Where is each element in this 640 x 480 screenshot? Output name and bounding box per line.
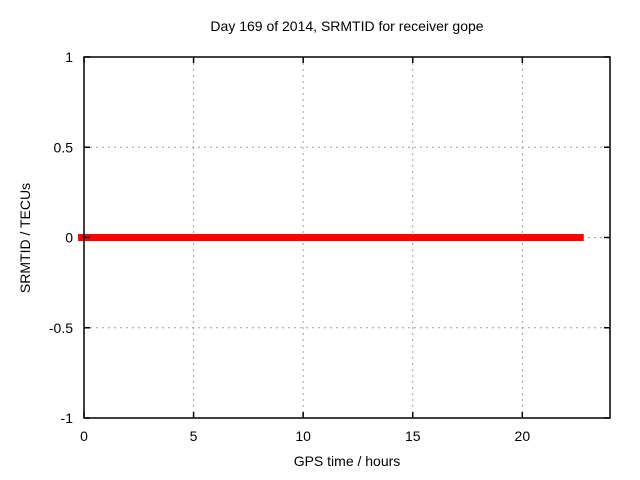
tick-marks	[83, 56, 610, 419]
y-tick-label: -1	[61, 410, 74, 426]
x-tick-label: 10	[295, 428, 311, 444]
x-tick-label: 5	[190, 428, 198, 444]
y-tick-label: 1	[65, 49, 73, 65]
x-tick-labels: 0 5 10 15 20	[80, 428, 530, 444]
x-tick-label: 0	[80, 428, 88, 444]
chart-title: Day 169 of 2014, SRMTID for receiver gop…	[210, 18, 483, 34]
x-tick-label: 20	[515, 428, 531, 444]
x-tick-label: 15	[405, 428, 421, 444]
x-axis-label: GPS time / hours	[294, 453, 401, 469]
y-axis-label: SRMTID / TECUs	[17, 183, 33, 293]
y-tick-label: 0.5	[54, 139, 74, 155]
y-tick-label: -0.5	[49, 320, 73, 336]
y-tick-label: 0	[65, 230, 73, 246]
y-tick-labels: -1 -0.5 0 0.5 1	[49, 49, 73, 426]
